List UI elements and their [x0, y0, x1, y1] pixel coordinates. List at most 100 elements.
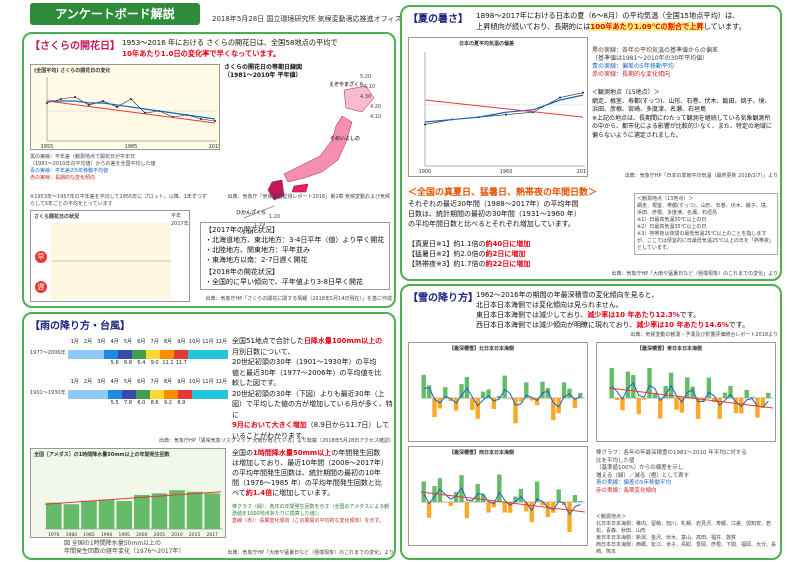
rain-chart-title: 全国［アメダス］の1時間降水量50mm以上の年間発生回数: [34, 452, 170, 458]
bar: [652, 392, 658, 398]
month-cell: 5.5: [110, 400, 119, 406]
bars-label-top: 1977～2006年: [30, 350, 66, 356]
month-cell: [81, 400, 94, 406]
sakura-lead-1: 1953～2016 年における さくらの開花日は、全国58地点の平均で: [122, 38, 338, 47]
bar: [556, 489, 561, 502]
month-cell: 9.0: [150, 360, 159, 366]
snow-panel: 【雪の降り方】 1962～2016年の期間の年最深積雪の変化傾向を見ると、 北日…: [400, 284, 782, 560]
bar: [625, 371, 631, 398]
summer-items: 【真夏日※1】約1.1倍の約40日に増加 【猛暑日※2】約2.0倍の約2日に増加…: [408, 239, 628, 269]
bar: [685, 377, 690, 398]
trend-line: [424, 99, 584, 118]
snow-chart-north: 【最深積雪】北日本日本海側: [408, 342, 588, 442]
trend-line: [420, 491, 586, 513]
bar: [497, 474, 502, 502]
moving-average-line: [611, 381, 769, 408]
map-label-hikan: ひかんざくら: [236, 210, 267, 216]
rain-month-bars: 1977～2006年 1901～1930年 1月 2月 3月 4月 5月 6月 7月 8月 9月…: [30, 334, 230, 424]
page-subtitle: 2018年5月28日 国立環境研究所 気候変動適応推進オフィス作成: [212, 15, 416, 23]
item-text: 約2.0倍の: [453, 250, 486, 258]
snow-legend: 棒グラフ：各年の年最深積雪の1981～2010 年平均に対する 比を平均した値 …: [596, 450, 778, 495]
bar: [631, 375, 636, 398]
summer-source: 出典：気象庁HP「日本の季節平均気温（最終更新 2018/2/7）」より: [624, 173, 778, 179]
bar: [524, 382, 529, 398]
month-cell: 6.0: [137, 400, 146, 406]
summer-chart-title: 日本の夏平均気温の偏差: [459, 41, 515, 47]
tick-label: 2017: [577, 169, 587, 174]
desc-6: べて: [232, 489, 246, 497]
bar-seg: [160, 350, 174, 359]
bar: [534, 398, 540, 406]
defs-title: ＜観測地点（13地点）＞: [637, 196, 694, 202]
bar-seg: [68, 350, 104, 359]
snow-stations-title: ＜観測地点＞: [596, 514, 627, 520]
month-cell: 5.6: [110, 360, 119, 366]
data-point: [60, 98, 62, 100]
month-cell: [188, 360, 201, 366]
summer-title: 【夏の暑さ】: [408, 14, 468, 25]
rain-text-1: 全国51地点で合計した: [232, 337, 304, 345]
map-title: さくらの開花日の等期日線図: [224, 64, 303, 71]
desc-7: に増加しています。: [272, 489, 335, 497]
month-cell: 3月: [97, 339, 106, 345]
month-cell: 12月: [215, 339, 227, 345]
bar-seg: [136, 390, 150, 399]
data-point: [102, 100, 104, 102]
sakura-chart: (全国平均) さくらの開花日の変化 1955 1985 2015: [30, 64, 220, 150]
month-cell: 4月: [110, 379, 119, 385]
snow-lead-4b: です。: [728, 321, 750, 329]
months-row-bottom: 1月 2月 3月 4月 5月 6月 7月 8月 9月 10月 11月 12月: [68, 378, 228, 385]
data-point: [46, 102, 48, 104]
summer-legend-black-2: （基準値は1981～2010年の30年平均値）: [592, 55, 709, 62]
snow-stations-west: 西日本日本海側：西郷、松江、米子、鳥取、豊岡、彦根、下関、福岡、大分、長崎、熊本: [596, 542, 777, 555]
bar: [641, 398, 647, 400]
sakura-map-title: さくらの開花日の等期日線図 （1981～2010年 平年値）: [224, 64, 344, 80]
tick-label: 1960: [500, 169, 513, 174]
bar: [437, 478, 443, 502]
snow-lead-3-red: 減少率は10 年あたり12.3%: [587, 311, 680, 319]
tick-label: 1985: [83, 532, 95, 537]
tick-label: 2010: [171, 532, 183, 537]
desc-hl-1: 1時間降水量50mm以上: [253, 449, 332, 457]
data-point: [505, 113, 508, 116]
month-cell: 7月: [150, 339, 159, 345]
status-2017-3: ・東海地方以南：2-7日遅く開花: [205, 256, 308, 264]
bar: [722, 392, 728, 398]
bar: [502, 502, 507, 513]
rain-text-red: 9月において大きく増加: [232, 421, 307, 429]
bar: [551, 502, 556, 513]
tick-label: 1900: [419, 169, 432, 174]
status-2017-2: ・北陸地方、関東地方：平年並み: [205, 246, 310, 254]
month-cell: 9月: [177, 339, 186, 345]
tick-label: 1980: [66, 532, 78, 537]
snow-lead-2: 北日本日本海側では変化傾向は見られません。: [476, 301, 623, 309]
summer-defs: ＜観測地点（13地点）＞ 網走、根室、寿都(すっつ)、山形、石巻、伏木、銚子、境…: [634, 193, 778, 255]
bar: [712, 398, 717, 403]
bar: [540, 502, 545, 506]
bar: [620, 398, 625, 411]
summer-lead-3: しています。: [703, 21, 746, 31]
bar: [529, 398, 534, 401]
tick-label: 1990: [101, 532, 113, 537]
map-date-3: 4.30: [360, 94, 372, 100]
bar: [426, 385, 432, 398]
map-label-somei: そめいよしの: [330, 136, 360, 142]
bar: [540, 381, 545, 398]
stations-list: 網走、根室、寿都(すっつ)、山形、石巻、伏木、飯田、銚子、境、浜田、彦根、宮崎、…: [592, 97, 771, 114]
legend-blue: 青の実線：平年差の5年移動平均値: [30, 168, 109, 174]
rain-panel: 【雨の降り方・台風】 1977～2006年 1901～1930年 1月 2月 3月 4…: [22, 312, 396, 560]
month-cell: 1月: [70, 379, 79, 385]
bar: [480, 391, 486, 398]
rain-text-7: 図）で平均した値の方が増加している月が多く、特に: [232, 400, 393, 419]
sakura-note: ※1953年～1957年の平年差を平均して1955年に プロット。以降、1年ずつ…: [30, 194, 207, 207]
summer-lead-1: 1898～2017年における日本の夏（6～8月）の平均気温（全国15地点平均）は…: [476, 11, 740, 20]
bar: [448, 398, 453, 402]
tick-label: 2015: [189, 532, 201, 537]
rain-source-2: 出典：気象庁HP「大雨や猛暑日など（極端現象）のこれまでの変化」より: [227, 550, 394, 556]
rain-title: 【雨の降り方・台風】: [30, 321, 130, 332]
tick-label: 1976: [48, 532, 60, 537]
sakura-lead: 1953～2016 年における さくらの開花日は、全国58地点の平均で 10年あ…: [122, 38, 392, 59]
bar-seg: [68, 390, 108, 399]
bar: [507, 502, 513, 513]
month-cell: 2月: [83, 379, 93, 385]
